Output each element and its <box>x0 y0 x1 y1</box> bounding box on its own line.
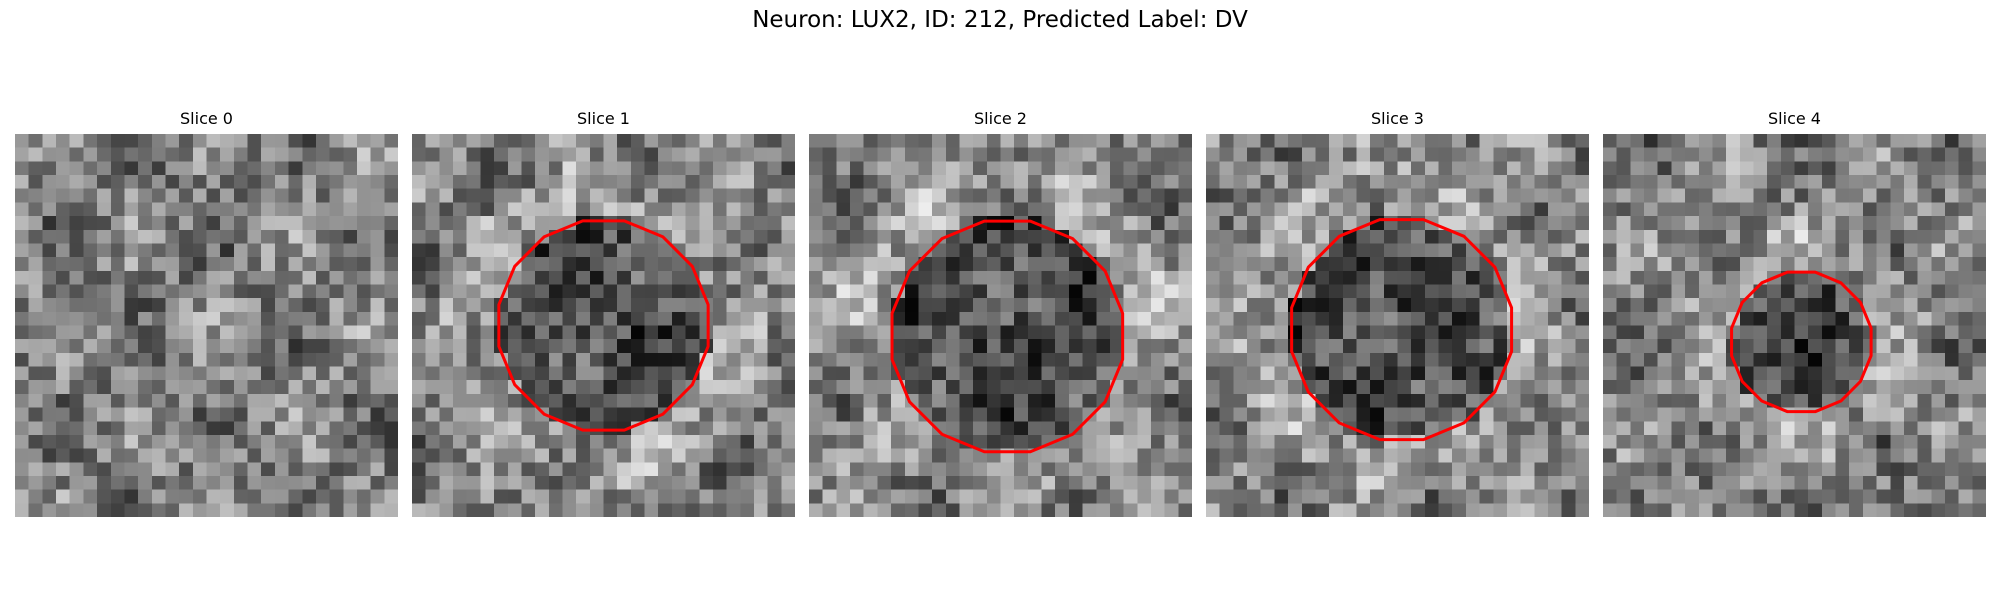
pixel-grid <box>809 134 1192 517</box>
roi-contour <box>890 219 1125 454</box>
pixel-grid <box>1603 134 1986 517</box>
slice-title: Slice 3 <box>1371 109 1424 128</box>
figure-title: Neuron: LUX2, ID: 212, Predicted Label: … <box>752 7 1248 33</box>
slice-image <box>412 134 795 517</box>
slice-image <box>809 134 1192 517</box>
slice-title: Slice 2 <box>974 109 1027 128</box>
slice-title: Slice 0 <box>180 109 233 128</box>
slice-panel-4: Slice 4 <box>1603 110 1986 517</box>
slice-panel-1: Slice 1 <box>412 110 795 517</box>
slice-image <box>1206 134 1589 517</box>
pixel-grid <box>1206 134 1589 517</box>
slice-panel-3: Slice 3 <box>1206 110 1589 517</box>
slice-image <box>15 134 398 517</box>
roi-contour <box>1730 270 1873 414</box>
slice-image <box>1603 134 1986 517</box>
roi-contour <box>497 219 710 432</box>
pixel-grid <box>15 134 398 517</box>
roi-contour <box>1290 218 1514 442</box>
slice-title: Slice 4 <box>1768 109 1821 128</box>
slice-title: Slice 1 <box>577 109 630 128</box>
slice-panel-2: Slice 2 <box>809 110 1192 517</box>
slice-panel-0: Slice 0 <box>15 110 398 517</box>
pixel-grid <box>412 134 795 517</box>
